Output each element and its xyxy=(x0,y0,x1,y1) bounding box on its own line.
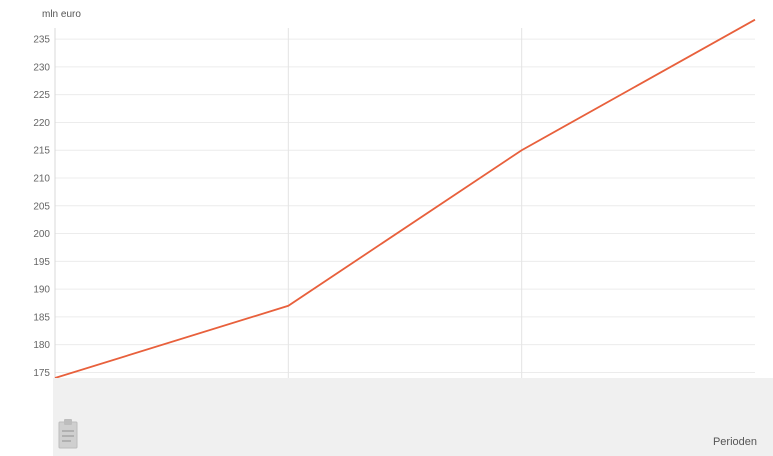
x-axis-title: Perioden xyxy=(712,436,757,448)
y-tick-label: 215 xyxy=(33,146,50,157)
line-chart: 1751801851901952002052102152202252302352… xyxy=(33,18,756,378)
navigator-panel[interactable]: Perioden xyxy=(53,378,773,456)
y-tick-label: 210 xyxy=(33,174,50,185)
series-line xyxy=(54,18,756,378)
y-tick-label: 185 xyxy=(33,312,50,323)
y-tick-label: 230 xyxy=(33,62,50,73)
y-tick-label: 220 xyxy=(33,118,50,129)
y-tick-label: 175 xyxy=(33,368,50,378)
y-tick-label: 235 xyxy=(33,35,50,46)
y-tick-label: 180 xyxy=(33,340,50,351)
y-tick-label: 200 xyxy=(33,229,50,240)
y-tick-label: 225 xyxy=(33,90,50,101)
y-unit-label: mln euro xyxy=(42,9,81,20)
y-tick-label: 205 xyxy=(33,201,50,212)
y-tick-label: 190 xyxy=(33,285,50,296)
y-tick-label: 195 xyxy=(33,257,50,268)
document-icon[interactable] xyxy=(57,418,79,450)
